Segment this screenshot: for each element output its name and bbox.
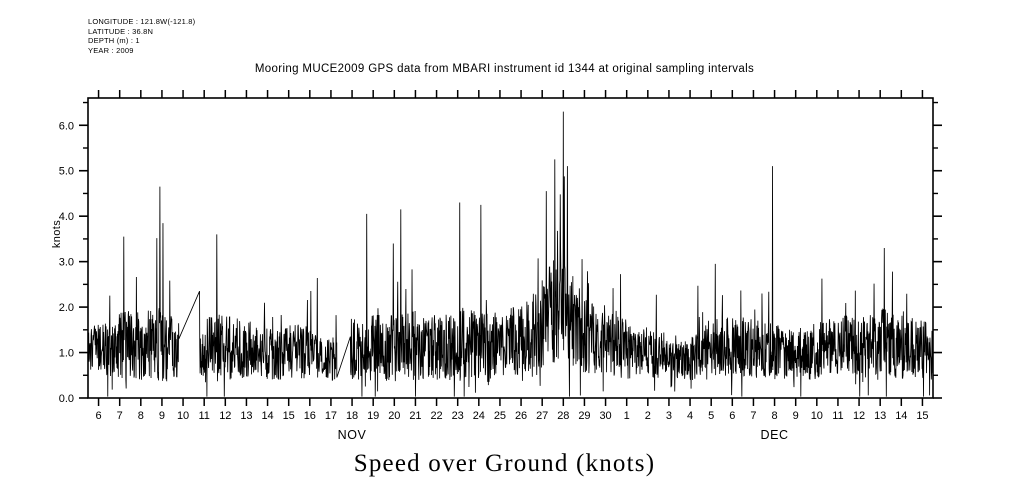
x-tick-label: 27 bbox=[536, 410, 548, 422]
x-tick-label: 3 bbox=[666, 410, 672, 422]
x-tick-label: 7 bbox=[117, 410, 123, 422]
x-tick-label: 7 bbox=[750, 410, 756, 422]
x-axis-ticks: 6 7 8 9 10 11 12 13 14 15 16 17 18 19 20 21 22 23 24 25 26 27… bbox=[96, 90, 929, 422]
x-tick-label: 12 bbox=[219, 410, 231, 422]
x-tick-label: 24 bbox=[473, 410, 485, 422]
longitude-text: LONGITUDE : 121.8W(-121.8) bbox=[88, 17, 196, 26]
x-tick-label: 12 bbox=[853, 410, 865, 422]
plot-title: Mooring MUCE2009 GPS data from MBARI ins… bbox=[254, 63, 755, 75]
x-tick-label: 15 bbox=[916, 410, 928, 422]
x-tick-label: 28 bbox=[557, 410, 569, 422]
x-tick-label: 4 bbox=[687, 410, 693, 422]
x-tick-label: 6 bbox=[96, 410, 102, 422]
x-tick-label: 13 bbox=[240, 410, 252, 422]
x-tick-label: 14 bbox=[895, 410, 907, 422]
x-tick-label: 17 bbox=[325, 410, 337, 422]
x-tick-label: 16 bbox=[304, 410, 316, 422]
y-tick-label: 4.0 bbox=[59, 211, 74, 223]
y-axis-ticks: 0.0 1.0 2.0 3.0 4.0 5.0 6.0 bbox=[59, 101, 942, 405]
depth-text: DEPTH (m) : 1 bbox=[88, 36, 140, 46]
x-tick-label: 23 bbox=[452, 410, 464, 422]
x-tick-label: 29 bbox=[578, 410, 590, 422]
x-tick-label: 20 bbox=[388, 410, 400, 422]
x-tick-label: 2 bbox=[645, 410, 651, 422]
x-tick-label: 6 bbox=[729, 410, 735, 422]
x-tick-label: 22 bbox=[430, 410, 442, 422]
x-tick-label: 5 bbox=[708, 410, 714, 422]
y-tick-label: 0.0 bbox=[59, 393, 74, 405]
x-tick-label: 1 bbox=[624, 410, 630, 422]
metadata-block: LONGITUDE : 121.8W(-121.8) LATITUDE : 36… bbox=[88, 17, 195, 55]
x-tick-label: 9 bbox=[793, 410, 799, 422]
month-label: NOV bbox=[338, 428, 367, 442]
x-tick-label: 19 bbox=[367, 410, 379, 422]
x-tick-label: 8 bbox=[138, 410, 144, 422]
chart-caption: Speed over Ground (knots) bbox=[353, 450, 656, 477]
y-tick-label: 2.0 bbox=[59, 302, 74, 314]
latitude-text: LATITUDE : 36.8N bbox=[88, 26, 154, 36]
x-tick-label: 13 bbox=[874, 410, 886, 422]
x-tick-label: 30 bbox=[599, 410, 611, 422]
x-tick-label: 11 bbox=[832, 410, 843, 422]
x-tick-label: 26 bbox=[515, 410, 527, 422]
year-text: YEAR : 2009 bbox=[88, 45, 134, 55]
y-tick-label: 1.0 bbox=[59, 348, 74, 360]
y-tick-label: 3.0 bbox=[59, 257, 74, 269]
x-tick-label: 14 bbox=[261, 410, 273, 422]
x-tick-label: 9 bbox=[159, 410, 165, 422]
x-tick-label: 11 bbox=[198, 410, 209, 422]
x-tick-label: 21 bbox=[409, 410, 421, 422]
x-tick-label: 15 bbox=[283, 410, 295, 422]
month-label: DEC bbox=[760, 428, 788, 442]
x-tick-label: 8 bbox=[772, 410, 778, 422]
x-tick-label: 18 bbox=[346, 410, 358, 422]
x-tick-label: 10 bbox=[177, 410, 189, 422]
y-tick-label: 6.0 bbox=[59, 120, 74, 132]
month-labels: NOV DEC bbox=[338, 428, 788, 442]
x-tick-label: 10 bbox=[811, 410, 823, 422]
plot-frame bbox=[87, 97, 934, 399]
x-tick-label: 25 bbox=[494, 410, 506, 422]
data-trace bbox=[87, 111, 934, 397]
y-tick-label: 5.0 bbox=[59, 166, 74, 178]
